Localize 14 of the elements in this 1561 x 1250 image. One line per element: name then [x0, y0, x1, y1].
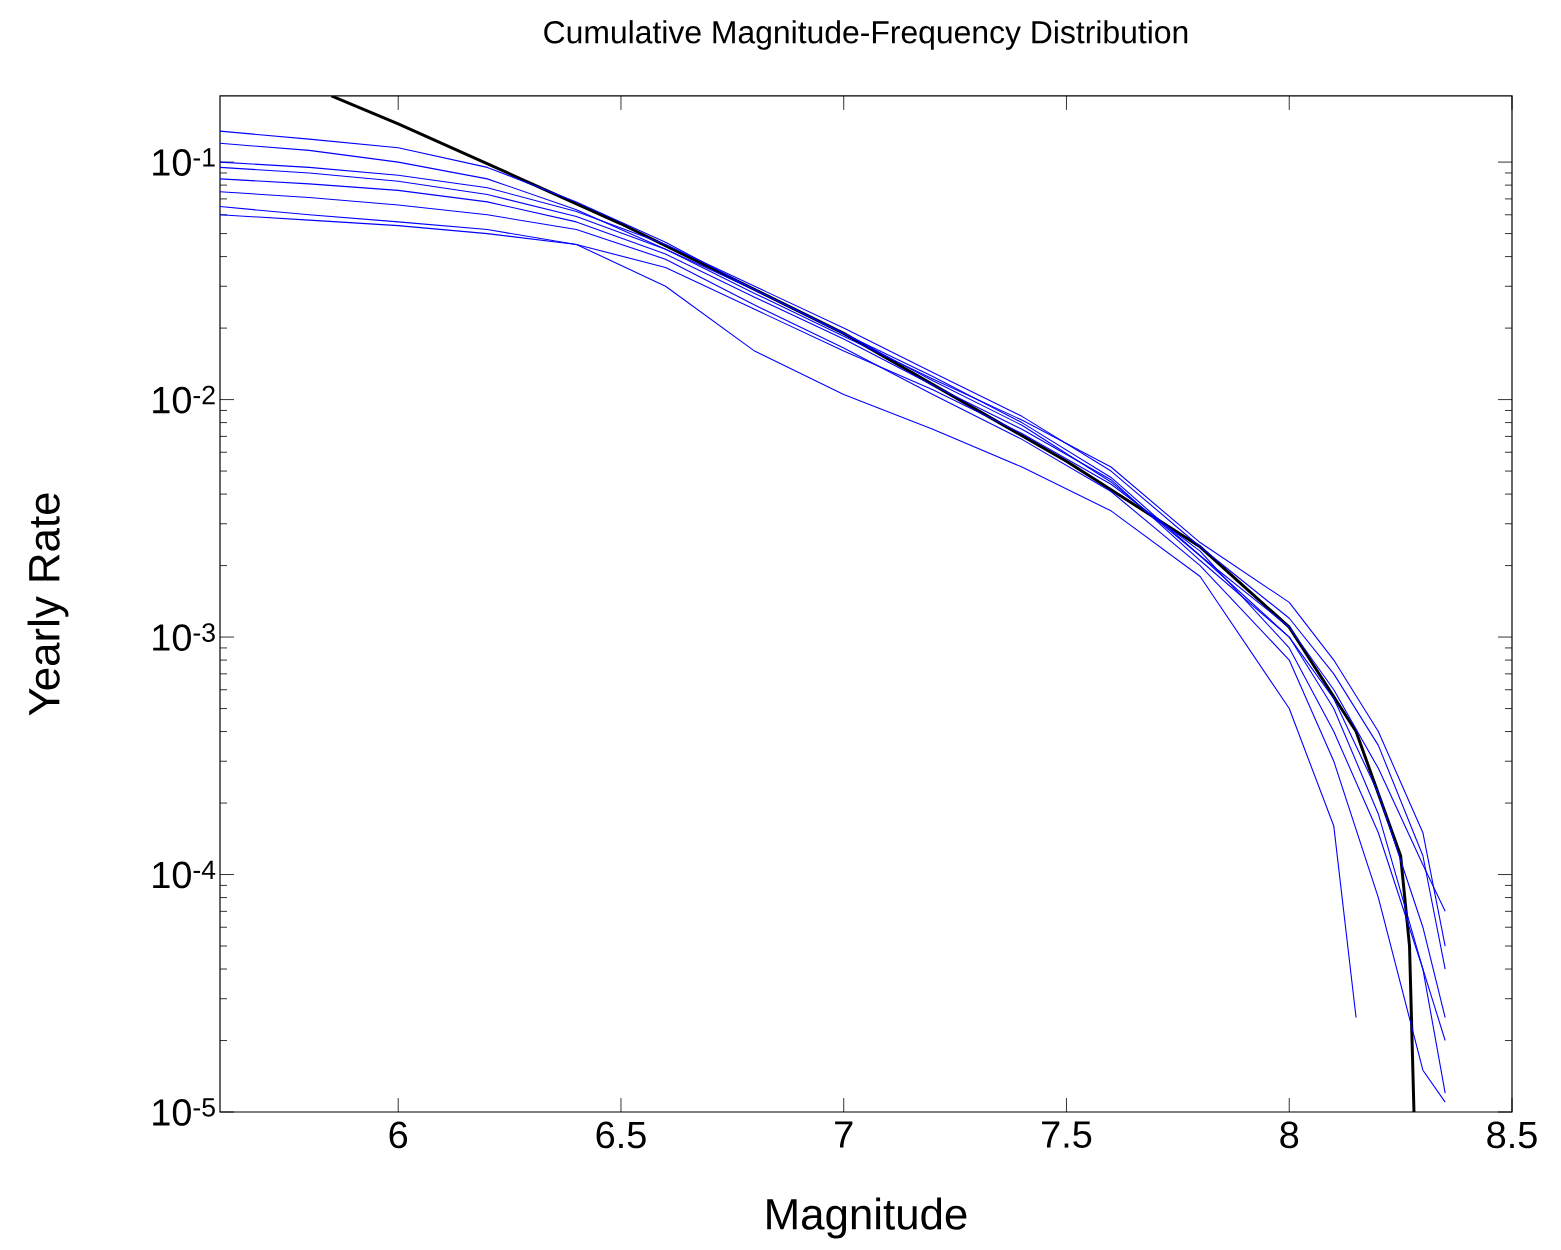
x-tick-label: 8.5	[1487, 1121, 1537, 1149]
x-tick-label: 6	[389, 1121, 408, 1149]
x-tick-label: 7	[835, 1121, 853, 1148]
x-tick-label: 7.5	[1042, 1121, 1092, 1148]
x-tick-label: 8	[1280, 1121, 1299, 1149]
y-tick-label: 10$^{-4}$	[153, 860, 216, 889]
y-tick-label: 10$^{-2}$	[153, 385, 215, 414]
y-tick-label: 10$^{-5}$	[153, 1098, 215, 1126]
y-axis-title: Yearly Rate	[27, 493, 69, 716]
x-axis-title: Magnitude	[767, 1197, 967, 1239]
x-tick-label: 6.5	[596, 1121, 646, 1149]
y-tick-label: 10$^{-1}$	[153, 148, 215, 176]
chart-title: Cumulative Magnitude-Frequency Distribution	[544, 20, 1188, 50]
y-tick-label: 10$^{-3}$	[153, 623, 215, 651]
